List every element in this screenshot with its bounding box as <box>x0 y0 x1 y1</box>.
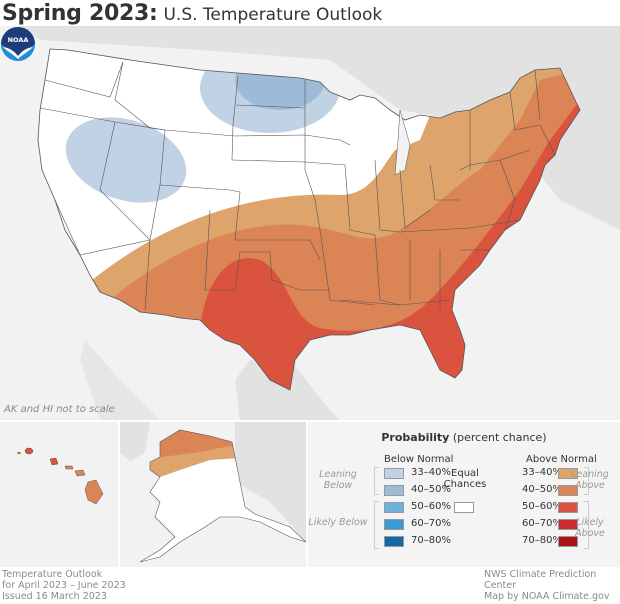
swatch-above-60-70 <box>558 519 578 530</box>
hawaii-map <box>17 447 104 505</box>
canada-land <box>20 26 620 230</box>
likely-above-bracket <box>584 501 589 549</box>
pct-above-60-70: 60–70% <box>522 518 562 529</box>
legend-panel: Probability (percent chance) Below Norma… <box>308 422 620 567</box>
pct-above-70-80: 70–80% <box>522 535 562 546</box>
leaning-below-label: Leaning Below <box>319 469 357 491</box>
hawaii-panel <box>0 422 118 567</box>
state-borders <box>39 61 556 311</box>
footer-right-line-1: NWS Climate Prediction Center <box>484 569 597 591</box>
below-normal-header: Below Normal <box>384 454 454 465</box>
svg-text:NOAA: NOAA <box>8 36 29 44</box>
footer-left-line-1: Temperature Outlook <box>2 569 103 580</box>
likely-below-label: Likely Below <box>308 517 368 528</box>
alaska-outline <box>139 429 306 563</box>
alaska-panel <box>120 422 306 567</box>
swatch-above-50-60 <box>558 502 578 513</box>
hawaii-islands <box>17 447 104 505</box>
swatch-equal-chances <box>454 502 474 513</box>
likely-above-label: Likely Above <box>575 517 605 539</box>
swatch-above-33-40 <box>558 468 578 479</box>
swatch-below-60-70 <box>384 519 404 530</box>
alaska-map <box>120 422 306 563</box>
pct-below-40-50: 40–50% <box>411 484 451 495</box>
footer-left-line-3: Issued 16 March 2023 <box>2 591 107 602</box>
canada-land-ak <box>235 422 306 542</box>
leaning-below-bracket <box>374 467 379 495</box>
noaa-logo-icon: NOAA <box>1 27 35 61</box>
footer-left-line-2: for April 2023 – June 2023 <box>2 580 126 591</box>
likely-below-bracket <box>374 501 379 549</box>
above-normal-header: Above Normal <box>526 454 597 465</box>
leaning-above-label: Leaning Above <box>571 469 609 491</box>
baja-land <box>80 340 160 420</box>
russia-land <box>120 422 150 462</box>
page-title: Spring 2023: U.S. Temperature Outlook <box>2 0 382 28</box>
equal-chances-label: Equal Chances <box>443 468 487 490</box>
footer-right-line-2: Map by NOAA Climate.gov <box>484 591 610 602</box>
swatch-below-70-80 <box>384 536 404 547</box>
title-subject: U.S. Temperature Outlook <box>163 5 383 25</box>
swatch-below-33-40 <box>384 468 404 479</box>
swatch-above-70-80 <box>558 536 578 547</box>
pct-above-33-40: 33–40% <box>522 467 562 478</box>
pct-below-50-60: 50–60% <box>411 501 451 512</box>
pct-above-40-50: 40–50% <box>522 484 562 495</box>
conus-map-svg <box>20 26 620 420</box>
footer-credits: NWS Climate Prediction Center Map by NOA… <box>484 569 620 602</box>
below-leaning-west <box>65 117 187 203</box>
leaning-above-bracket <box>584 467 589 495</box>
swatch-above-40-50 <box>558 485 578 496</box>
mexico-land <box>235 360 340 420</box>
swatch-below-40-50 <box>384 485 404 496</box>
swatch-below-50-60 <box>384 502 404 513</box>
pct-below-60-70: 60–70% <box>411 518 451 529</box>
scale-note: AK and HI not to scale <box>4 404 115 415</box>
pct-below-33-40: 33–40% <box>411 467 451 478</box>
pct-above-50-60: 50–60% <box>522 501 562 512</box>
conus-map: AK and HI not to scale NOAA <box>0 26 620 420</box>
legend-title: Probability (percent chance) <box>381 431 547 444</box>
pct-below-70-80: 70–80% <box>411 535 451 546</box>
title-season: Spring 2023: <box>2 1 158 26</box>
footer-issue-info: Temperature Outlook for April 2023 – Jun… <box>2 569 126 602</box>
